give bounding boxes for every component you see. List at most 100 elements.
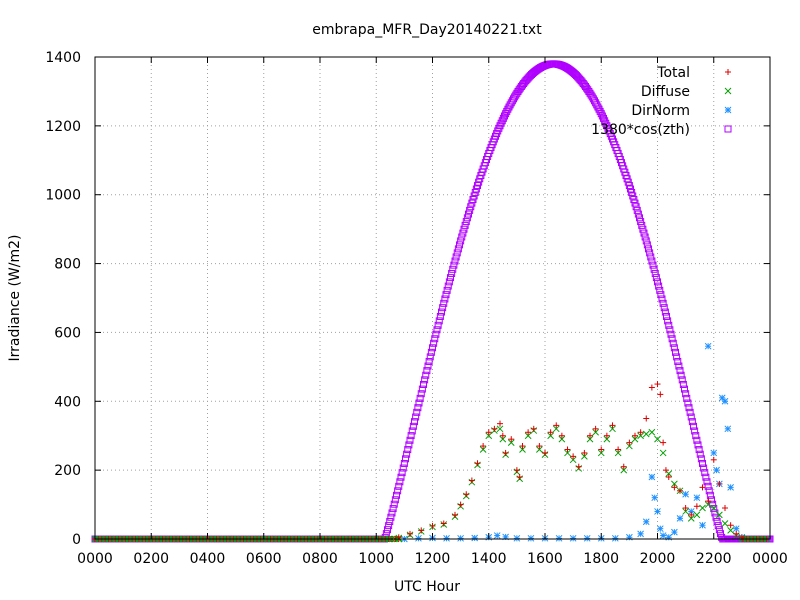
data-point (721, 397, 729, 405)
data-point (710, 504, 718, 512)
data-point (675, 362, 683, 370)
data-point (638, 221, 646, 229)
y-axis-label: Irradiance (W/m2) (7, 235, 23, 362)
data-point (569, 534, 577, 542)
data-point (438, 308, 445, 316)
y-tick-label: 1000 (45, 188, 81, 204)
data-point (651, 494, 659, 502)
data-point (592, 428, 599, 436)
data-point (626, 439, 633, 446)
data-point (705, 487, 713, 495)
data-point (629, 192, 637, 200)
data-point (699, 459, 706, 467)
data-point (389, 505, 397, 513)
x-tick-label: 2000 (640, 551, 676, 567)
data-point (668, 335, 676, 343)
data-point (420, 380, 427, 388)
data-point (542, 449, 548, 456)
data-point (508, 436, 515, 443)
data-point (530, 425, 537, 432)
data-point (654, 435, 661, 443)
data-point (498, 117, 506, 125)
data-point (710, 449, 718, 457)
data-point (676, 367, 684, 375)
data-point (402, 455, 409, 463)
data-point (704, 482, 712, 490)
x-tick-label: 1200 (415, 551, 451, 567)
data-point (441, 295, 449, 303)
data-point (691, 427, 699, 435)
data-point (694, 441, 702, 449)
data-point (697, 455, 705, 463)
data-point (693, 511, 701, 519)
axis-ticks: 0000 0200 0400 0600 0800 1000 1200 1400 1600 1800… (45, 50, 787, 567)
data-point (390, 500, 398, 508)
data-point (415, 399, 423, 407)
legend-label: DirNorm (631, 103, 690, 119)
data-point (425, 357, 433, 365)
y-tick-label: 0 (72, 532, 81, 548)
data-point (407, 530, 413, 537)
data-point (655, 282, 663, 290)
series-diffuse (91, 425, 770, 543)
data-point (385, 522, 393, 530)
data-point (516, 474, 523, 481)
data-point (687, 508, 695, 515)
data-point (672, 348, 679, 356)
data-point (418, 527, 425, 534)
data-point (637, 432, 644, 440)
data-point (665, 470, 673, 477)
data-point (715, 526, 723, 534)
data-point (583, 534, 591, 542)
data-point (497, 119, 505, 127)
data-point (642, 430, 650, 438)
data-point (452, 511, 458, 518)
data-point (507, 439, 515, 446)
legend-label: Total (656, 65, 690, 81)
data-point (671, 484, 678, 491)
data-point (674, 357, 682, 365)
data-point (626, 442, 633, 450)
grid-lines (95, 57, 770, 539)
data-point (564, 446, 571, 453)
data-point (632, 203, 640, 211)
legend-marker (724, 125, 732, 133)
data-point (671, 480, 678, 488)
data-point (633, 206, 641, 214)
data-point (660, 304, 668, 312)
data-point (620, 463, 627, 470)
data-point (444, 282, 452, 290)
data-point (637, 218, 645, 226)
data-point (497, 420, 503, 427)
data-point (641, 233, 649, 241)
data-point (637, 429, 644, 436)
data-point (547, 432, 554, 440)
data-point (524, 432, 532, 440)
data-point (687, 413, 695, 421)
legend-label: Diffuse (641, 84, 690, 100)
data-point (552, 425, 560, 433)
data-point (450, 261, 458, 269)
data-point (435, 317, 443, 325)
data-point (399, 464, 407, 472)
data-point (594, 103, 602, 111)
legend-marker (724, 106, 732, 114)
data-point (443, 286, 451, 294)
data-point (702, 473, 710, 481)
data-point (468, 477, 475, 484)
data-point (553, 422, 560, 429)
data-point (387, 513, 395, 521)
data-point (716, 511, 723, 519)
data-point (502, 449, 509, 456)
data-point (423, 367, 431, 375)
data-point (703, 478, 711, 486)
data-point (569, 456, 577, 464)
data-point (469, 196, 477, 204)
data-point (650, 265, 658, 273)
data-point (593, 101, 601, 109)
data-point (659, 449, 667, 457)
data-point (693, 436, 701, 444)
data-point (705, 498, 712, 505)
data-point (710, 505, 718, 513)
data-point (414, 404, 422, 412)
